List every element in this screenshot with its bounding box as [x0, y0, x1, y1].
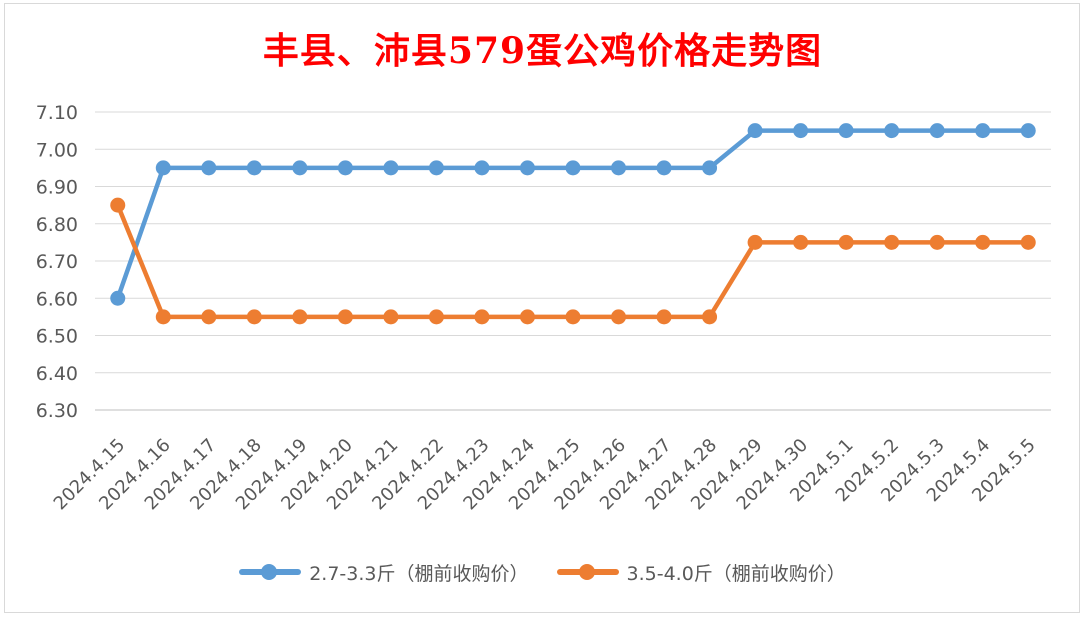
legend: 2.7-3.3斤（棚前收购价） 3.5-4.0斤（棚前收购价） — [0, 556, 1085, 588]
data-point-series-1 — [884, 123, 900, 139]
legend-item-series-2: 3.5-4.0斤（棚前收购价） — [556, 559, 846, 586]
legend-swatch-series-2 — [556, 564, 619, 580]
data-point-series-1 — [292, 160, 308, 176]
data-point-series-1 — [747, 123, 763, 139]
data-point-series-1 — [1020, 123, 1036, 139]
chart-title: 丰县、沛县579蛋公鸡价格走势图 — [262, 30, 823, 72]
data-point-series-2 — [975, 234, 991, 250]
data-point-series-2 — [1020, 234, 1036, 250]
data-point-series-1 — [519, 160, 535, 176]
data-point-series-2 — [383, 309, 399, 325]
data-point-series-1 — [656, 160, 672, 176]
data-point-series-1 — [975, 123, 991, 139]
data-point-series-1 — [383, 160, 399, 176]
legend-label-series-1: 2.7-3.3斤（棚前收购价） — [309, 562, 529, 585]
data-point-series-2 — [702, 309, 718, 325]
data-point-series-1 — [337, 160, 353, 176]
y-tick-label: 6.90 — [36, 177, 78, 199]
data-point-series-2 — [110, 197, 126, 213]
data-point-series-1 — [793, 123, 809, 139]
data-point-series-2 — [292, 309, 308, 325]
data-point-series-2 — [838, 234, 854, 250]
data-point-series-2 — [246, 309, 262, 325]
data-point-series-1 — [155, 160, 171, 176]
data-point-series-1 — [246, 160, 262, 176]
chart-frame — [4, 3, 1080, 613]
data-point-series-2 — [747, 234, 763, 250]
data-point-series-1 — [611, 160, 627, 176]
data-point-series-1 — [702, 160, 718, 176]
y-tick-label: 6.30 — [36, 400, 78, 422]
data-point-series-1 — [929, 123, 945, 139]
y-tick-label: 6.60 — [36, 288, 78, 310]
y-tick-label: 6.70 — [36, 251, 78, 273]
data-point-series-2 — [474, 309, 490, 325]
y-tick-label: 7.10 — [36, 102, 78, 124]
legend-dot-series-2 — [578, 564, 595, 580]
data-point-series-2 — [611, 309, 627, 325]
data-point-series-2 — [929, 234, 945, 250]
data-point-series-1 — [428, 160, 444, 176]
y-tick-label: 6.50 — [36, 326, 78, 348]
y-tick-label: 6.40 — [36, 363, 78, 385]
data-point-series-2 — [155, 309, 171, 325]
data-point-series-2 — [884, 234, 900, 250]
y-tick-label: 6.80 — [36, 214, 78, 236]
data-point-series-1 — [838, 123, 854, 139]
data-point-series-2 — [656, 309, 672, 325]
legend-item-series-1: 2.7-3.3斤（棚前收购价） — [239, 559, 529, 586]
data-point-series-2 — [793, 234, 809, 250]
data-point-series-2 — [337, 309, 353, 325]
data-point-series-1 — [474, 160, 490, 176]
data-point-series-2 — [519, 309, 535, 325]
data-point-series-2 — [565, 309, 581, 325]
data-point-series-1 — [201, 160, 217, 176]
data-point-series-1 — [565, 160, 581, 176]
data-point-series-2 — [201, 309, 217, 325]
legend-label-series-2: 3.5-4.0斤（棚前收购价） — [626, 562, 846, 585]
legend-swatch-series-1 — [239, 564, 302, 580]
data-point-series-2 — [428, 309, 444, 325]
series-line-1 — [115, 128, 1031, 301]
legend-dot-series-1 — [261, 564, 278, 580]
data-point-series-1 — [110, 290, 126, 306]
y-tick-label: 7.00 — [36, 139, 78, 161]
